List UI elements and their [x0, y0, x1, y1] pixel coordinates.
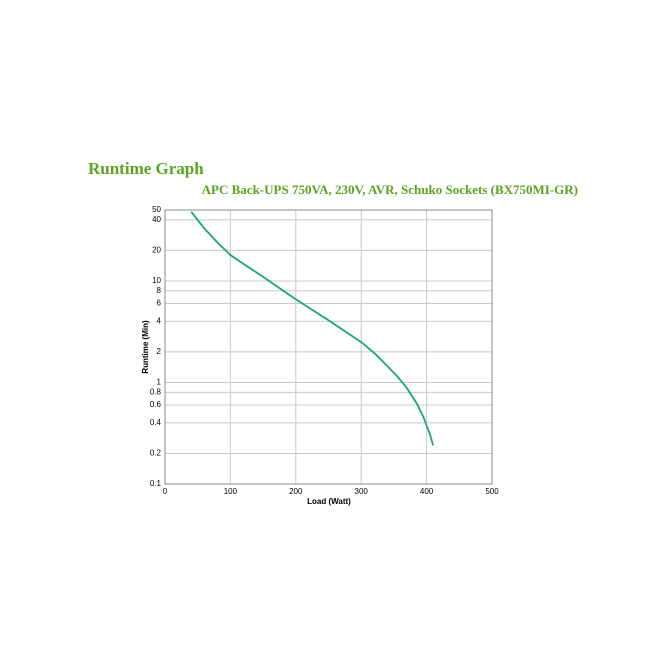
- chart-title: Runtime Graph: [88, 159, 204, 178]
- y-tick-label: 0.2: [150, 449, 162, 458]
- y-tick-label: 2: [157, 347, 162, 356]
- x-tick-label: 200: [289, 487, 303, 496]
- y-tick-label: 4: [157, 316, 162, 325]
- plot-frame: [164, 209, 493, 485]
- x-tick-label: 0: [163, 487, 168, 496]
- y-tick-label: 0.6: [150, 400, 162, 409]
- runtime-line: [190, 211, 434, 446]
- y-tick-label: 10: [152, 276, 161, 285]
- x-axis-label: Load (Watt): [307, 497, 351, 506]
- y-tick-label: 6: [157, 299, 162, 308]
- y-tick-label: 0.8: [150, 387, 162, 396]
- x-tick-label: 300: [355, 487, 369, 496]
- chart-subtitle: APC Back-UPS 750VA, 230V, AVR, Schuko So…: [202, 182, 578, 197]
- y-tick-label: 40: [152, 215, 161, 224]
- y-tick-label: 0.4: [150, 418, 162, 427]
- y-tick-label: 20: [152, 246, 161, 255]
- x-tick-label: 100: [224, 487, 238, 496]
- x-tick-label: 500: [485, 487, 499, 496]
- x-tick-label: 400: [420, 487, 434, 496]
- y-tick-label: 1: [157, 378, 162, 387]
- y-axis-label: Runtime (Min): [141, 320, 150, 374]
- y-tick-label: 8: [157, 286, 162, 295]
- y-tick-label: 0.1: [150, 479, 162, 488]
- y-tick-label: 50: [152, 205, 161, 214]
